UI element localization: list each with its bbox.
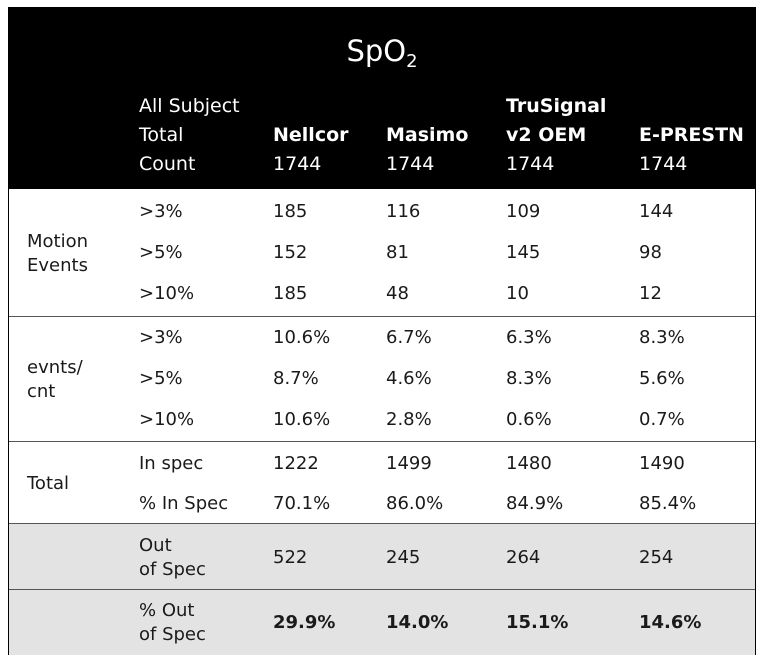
table-cell: 5.6% — [639, 368, 685, 389]
row-label: >5% — [139, 242, 183, 263]
table-cell: 116 — [386, 201, 421, 222]
section-divider — [9, 441, 755, 442]
row-label: % In Spec — [139, 493, 229, 514]
table-cell: 85.4% — [639, 493, 697, 514]
spo2-table: SpO2 All Subject Total Count Nellcor 174… — [8, 7, 756, 655]
table-cell: 6.7% — [386, 327, 432, 348]
table-cell: 0.6% — [506, 409, 552, 430]
table-cell: 2.8% — [386, 409, 432, 430]
table-cell: 48 — [386, 283, 409, 304]
table-cell: 8.7% — [273, 368, 319, 389]
table-cell: 86.0% — [386, 493, 444, 514]
table-cell: 109 — [506, 201, 541, 222]
table-title: SpO2 — [346, 34, 418, 72]
out-of-spec-row — [9, 523, 755, 590]
section-label-total: Total — [27, 473, 70, 494]
pct-out-of-spec-row — [9, 589, 755, 655]
table-cell: 14.0% — [386, 612, 449, 633]
header-e-prestn: E-PRESTN 1744 — [639, 124, 744, 175]
row-label-out-of-spec: Out of Spec — [139, 535, 206, 580]
row-label: >3% — [139, 201, 183, 222]
row-label: >10% — [139, 409, 195, 430]
row-label: >10% — [139, 283, 195, 304]
row-label: >5% — [139, 368, 183, 389]
table-cell: 0.7% — [639, 409, 685, 430]
table-cell: 14.6% — [639, 612, 702, 633]
table-cell: 84.9% — [506, 493, 564, 514]
section-divider — [9, 316, 755, 317]
table-cell: 4.6% — [386, 368, 432, 389]
table-cell: 145 — [506, 242, 541, 263]
table-cell: 81 — [386, 242, 409, 263]
row-label-pct-out-of-spec: % Out of Spec — [139, 600, 206, 645]
row-label: >3% — [139, 327, 183, 348]
table-cell: 1499 — [386, 453, 432, 474]
table-cell: 8.3% — [506, 368, 552, 389]
table-cell: 264 — [506, 547, 541, 568]
table-cell: 245 — [386, 547, 421, 568]
table-cell: 98 — [639, 242, 662, 263]
table-cell: 6.3% — [506, 327, 552, 348]
table-cell: 152 — [273, 242, 308, 263]
section-label-evnts-cnt: evnts/ cnt — [27, 357, 83, 402]
table-cell: 10.6% — [273, 409, 331, 430]
header-trusignal-v2-oem: TruSignal v2 OEM 1744 — [506, 95, 607, 175]
table-cell: 1222 — [273, 453, 319, 474]
table-cell: 1480 — [506, 453, 552, 474]
table-cell: 15.1% — [506, 612, 569, 633]
table-cell: 1490 — [639, 453, 685, 474]
table-cell: 70.1% — [273, 493, 331, 514]
header-masimo: Masimo 1744 — [386, 124, 469, 175]
table-cell: 185 — [273, 283, 308, 304]
header-all-subject-total-count: All Subject Total Count — [139, 95, 240, 175]
table-cell: 29.9% — [273, 612, 336, 633]
table-cell: 10.6% — [273, 327, 331, 348]
table-cell: 185 — [273, 201, 308, 222]
table-cell: 522 — [273, 547, 308, 568]
table-header: SpO2 All Subject Total Count Nellcor 174… — [9, 8, 755, 189]
header-nellcor: Nellcor 1744 — [273, 124, 349, 175]
table-cell: 10 — [506, 283, 529, 304]
row-label: In spec — [139, 453, 204, 474]
table-cell: 8.3% — [639, 327, 685, 348]
section-label-motion-events: Motion Events — [27, 231, 89, 276]
table-cell: 12 — [639, 283, 662, 304]
table-cell: 254 — [639, 547, 674, 568]
table-cell: 144 — [639, 201, 674, 222]
